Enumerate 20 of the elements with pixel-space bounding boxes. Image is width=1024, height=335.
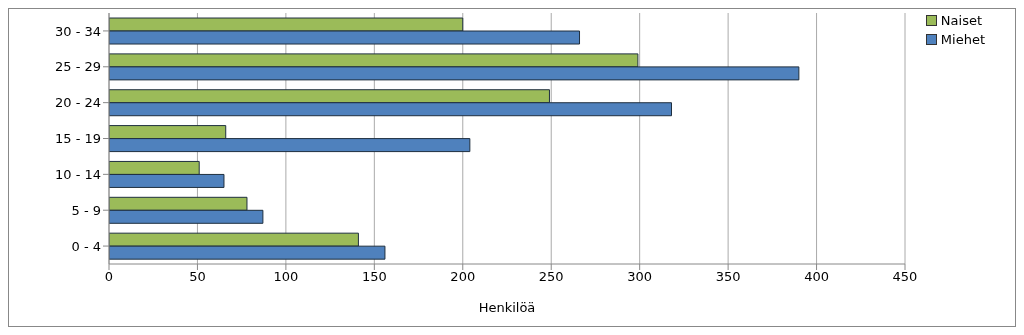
x-tick-label: 150 — [361, 269, 387, 285]
legend-label: Miehet — [940, 32, 985, 47]
x-tick-label: 250 — [538, 269, 564, 285]
x-tick-label: 50 — [189, 269, 206, 285]
x-tick-label: 100 — [273, 269, 299, 285]
x-axis-title: Henkilöä — [478, 300, 536, 315]
y-tick-label: 30 - 34 — [54, 23, 101, 39]
x-tick-label: 450 — [892, 269, 918, 285]
legend-label: Naiset — [940, 13, 982, 28]
y-tick-label: 5 - 9 — [71, 202, 101, 218]
x-tick-label: 400 — [804, 269, 829, 285]
x-tick-label: 300 — [627, 269, 653, 285]
y-tick-label: 20 - 24 — [54, 95, 101, 111]
y-tick-label: 25 - 29 — [54, 59, 101, 75]
y-tick-label: 0 - 4 — [71, 238, 101, 254]
y-tick-label: 10 - 14 — [54, 166, 101, 182]
x-tick-label: 200 — [450, 269, 476, 285]
x-tick-label: 0 — [104, 269, 114, 285]
x-tick-label: 350 — [715, 269, 741, 285]
y-tick-label: 15 - 19 — [54, 131, 101, 147]
